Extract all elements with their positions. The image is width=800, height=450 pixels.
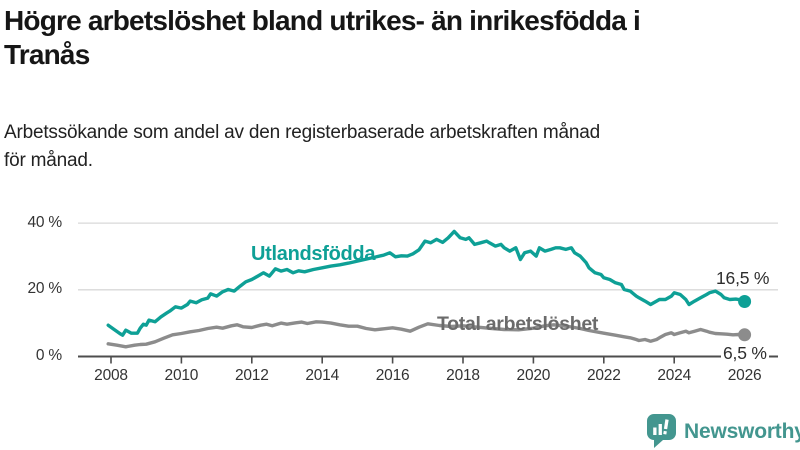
- x-axis-tick-label: 2014: [305, 367, 340, 384]
- x-axis-tick-label: 2012: [234, 367, 269, 384]
- x-axis-tick-label: 2016: [375, 367, 410, 384]
- y-axis-tick-label: 40 %: [27, 213, 62, 231]
- series-line-0: [106, 229, 747, 337]
- x-axis-tick-label: 2026: [727, 367, 762, 384]
- x-axis-tick-label: 2010: [164, 367, 199, 384]
- newsworthy-logo: Newsworthy: [646, 413, 800, 449]
- series-label-total-arbetsloshet: Total arbetslöshet: [437, 313, 599, 335]
- y-axis-tick-label: 20 %: [27, 280, 62, 298]
- x-axis-tick-label: 2022: [586, 367, 621, 384]
- series-line-1: [106, 320, 747, 349]
- x-axis-tick-label: 2008: [94, 367, 128, 384]
- y-axis-tick-label: 0 %: [35, 347, 62, 364]
- x-axis-tick-label: 2024: [657, 367, 692, 384]
- x-axis-tick-label: 2020: [516, 367, 551, 384]
- page-title: Högre arbetslöshet bland utrikes- än inr…: [4, 5, 641, 71]
- newsworthy-speech-bubble-chart-icon: [647, 414, 676, 448]
- series-end-dot-1: [738, 328, 752, 342]
- newsworthy-logo-text: Newsworthy: [684, 420, 800, 443]
- end-value-label-utlandsfodda: 16,5 %: [716, 268, 770, 288]
- end-value-label-total: 6,5 %: [721, 343, 769, 364]
- series-end-dot-0: [738, 295, 752, 308]
- series-label-utlandsfodda: Utlandsfödda: [251, 243, 376, 265]
- x-axis-tick-label: 2018: [446, 367, 480, 384]
- page-subtitle: Arbetssökande som andel av den registerb…: [4, 122, 601, 171]
